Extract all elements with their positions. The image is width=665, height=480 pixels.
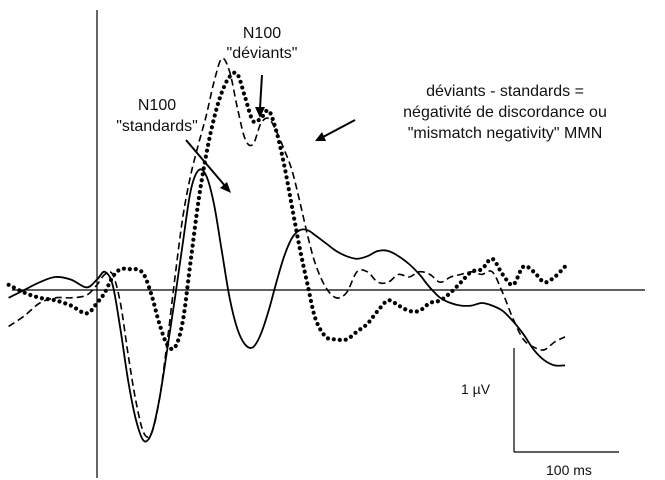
mmn-pointer-head <box>315 132 326 141</box>
scale-amplitude-label: 1 µV <box>461 381 491 397</box>
scale-duration-label: 100 ms <box>546 462 592 478</box>
standards-label-line2: "standards" <box>116 118 198 135</box>
mmn-label-line2: négativité de discordance ou <box>403 104 607 121</box>
deviants-pointer-arrow <box>259 74 263 109</box>
deviants-label-line2: "déviants" <box>227 45 298 62</box>
waveform-dashed <box>8 57 566 438</box>
waveform-solid <box>8 168 566 443</box>
deviants-pointer-head <box>255 107 265 118</box>
series-layer <box>6 57 568 443</box>
standards-pointer-head <box>220 182 231 193</box>
standards-pointer-arrow <box>185 139 227 188</box>
waveform-dotted <box>6 70 568 352</box>
mmn-label-line1: déviants - standards = <box>426 83 584 100</box>
mmn-label-line3: "mismatch negativity" MMN <box>408 125 603 142</box>
standards-label-line1: N100 <box>138 97 176 114</box>
deviants-label-line1: N100 <box>243 25 281 42</box>
mmn-pointer-arrow <box>322 119 356 138</box>
